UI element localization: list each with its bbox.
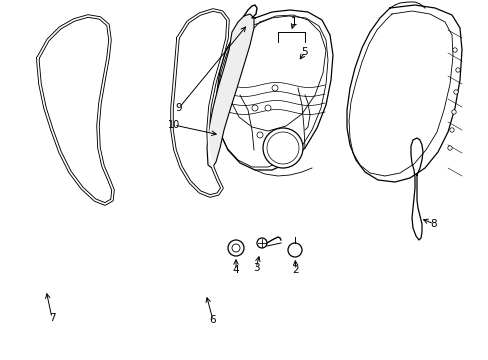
- Circle shape: [231, 244, 240, 252]
- Text: 7: 7: [49, 313, 55, 323]
- Circle shape: [453, 90, 457, 94]
- Text: 8: 8: [430, 219, 436, 229]
- Circle shape: [227, 240, 244, 256]
- Circle shape: [257, 132, 263, 138]
- Circle shape: [451, 110, 455, 114]
- Text: 3: 3: [252, 263, 259, 273]
- Circle shape: [449, 128, 453, 132]
- Text: 2: 2: [292, 265, 299, 275]
- Circle shape: [257, 238, 266, 248]
- Circle shape: [447, 146, 451, 150]
- Circle shape: [271, 85, 278, 91]
- Text: 4: 4: [232, 265, 239, 275]
- Circle shape: [455, 68, 459, 72]
- Text: 10: 10: [167, 120, 180, 130]
- Circle shape: [287, 243, 302, 257]
- Circle shape: [266, 132, 298, 164]
- Text: 1: 1: [290, 17, 297, 27]
- Text: 5: 5: [301, 47, 307, 57]
- Text: 6: 6: [209, 315, 216, 325]
- Text: 9: 9: [175, 103, 182, 113]
- Circle shape: [263, 128, 303, 168]
- Polygon shape: [206, 14, 253, 168]
- Circle shape: [264, 105, 270, 111]
- Circle shape: [452, 48, 456, 52]
- Circle shape: [251, 105, 258, 111]
